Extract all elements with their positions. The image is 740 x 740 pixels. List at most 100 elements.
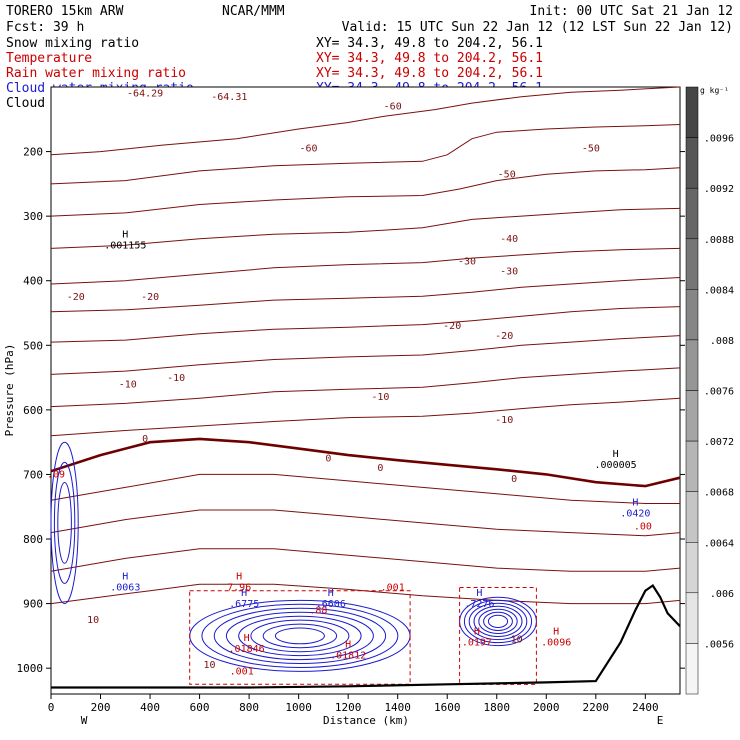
plot-area: -64.31 -64.29 -60 -60 -50 -50 -40 -30 -30 -20 -20 -… xyxy=(47,86,681,695)
contour-label: -40 xyxy=(500,234,518,245)
colorbar-label: .008 xyxy=(710,336,734,347)
y-tick-label: 1000 xyxy=(17,662,44,675)
colorbar-swatch xyxy=(685,542,699,594)
contour-label: .88 xyxy=(309,605,327,616)
temperature-contour xyxy=(50,509,681,537)
contour-label: .09 xyxy=(47,470,65,481)
colorbar-swatch xyxy=(685,86,699,138)
contour-label: -20 xyxy=(67,292,85,303)
valid-time: Valid: 15 UTC Sun 22 Jan 12 (12 LST Sun … xyxy=(342,20,733,35)
rain-contour xyxy=(189,590,411,685)
cloud-water-contour xyxy=(225,611,374,661)
extremum-value: .0420 xyxy=(620,508,650,519)
contour-label: 0 xyxy=(325,454,331,465)
cloud-water-contour xyxy=(53,461,76,584)
temperature-contour xyxy=(50,548,681,572)
extremum-value: .6606 xyxy=(316,599,346,610)
cloud-water-contours xyxy=(50,441,537,672)
y-tick-label: 200 xyxy=(23,146,43,159)
temperature-contour xyxy=(50,124,681,185)
colorbar-label: .0088 xyxy=(704,235,734,246)
x-tick-label: 1200 xyxy=(335,701,362,714)
x-tick-label: 1400 xyxy=(384,701,411,714)
contour-label: -60 xyxy=(384,102,402,113)
contour-label: -60 xyxy=(299,144,317,155)
colorbar-swatch xyxy=(685,592,699,644)
temperature-contour xyxy=(50,86,681,156)
contour-label: 10 xyxy=(87,615,99,626)
east-label: E xyxy=(657,714,664,727)
temperature-contour xyxy=(50,583,681,605)
temperature-contour xyxy=(50,473,680,504)
cloud-water-contour xyxy=(201,603,399,669)
x-tick-label: 400 xyxy=(140,701,160,714)
contour-label: 0 xyxy=(142,434,148,445)
colorbar-swatch xyxy=(685,238,699,290)
cloud-water-contour xyxy=(250,619,350,653)
west-label: W xyxy=(81,714,88,727)
x-tick-label: 0 xyxy=(48,701,55,714)
colorbar-label: .0064 xyxy=(704,538,734,549)
temperature-contour xyxy=(50,247,681,285)
y-tick-label: 600 xyxy=(23,404,43,417)
extremum-value: .6775 xyxy=(229,599,259,610)
contour-label: -20 xyxy=(141,292,159,303)
extremum-value: .01846 xyxy=(229,644,265,655)
cloud-water-contour xyxy=(50,441,79,605)
plot-frame xyxy=(50,86,681,695)
contour-label: 0 xyxy=(377,463,383,474)
extremum-marker: H xyxy=(476,588,482,599)
field-name: Rain water mixing ratio xyxy=(6,66,186,81)
extremum-marker: H xyxy=(613,449,619,460)
contour-label: 10 xyxy=(203,660,215,671)
y-tick-label: 500 xyxy=(23,339,43,352)
contour-label: .00 xyxy=(634,521,652,532)
init-time: Init: 00 UTC Sat 21 Jan 12 xyxy=(530,4,734,19)
cloud-water-contour xyxy=(473,605,523,638)
contour-label: -50 xyxy=(498,169,516,180)
colorbar-swatch xyxy=(685,137,699,189)
terrain-profile xyxy=(51,583,681,689)
contour-label: -64.29 xyxy=(127,89,163,100)
contour-label: -10 xyxy=(119,379,137,390)
x-tick-label: 1600 xyxy=(434,701,461,714)
terrain-line xyxy=(51,583,681,689)
y-tick-label: 700 xyxy=(23,468,43,481)
extremum-value: .001155 xyxy=(104,240,146,251)
model-title: TORERO 15km ARW xyxy=(6,4,124,19)
y-tick-label: 300 xyxy=(23,210,43,223)
colorbar-label: .0072 xyxy=(704,437,734,448)
contour-label: .001 xyxy=(230,667,254,678)
extremum-value: .0197 xyxy=(462,638,492,649)
extremum-marker: H xyxy=(328,588,334,599)
extremum-value: .0063 xyxy=(110,583,140,594)
x-tick-label: 800 xyxy=(239,701,259,714)
colorbar-label: .0068 xyxy=(704,488,734,499)
contour-label: -30 xyxy=(458,257,476,268)
cloud-water-contour xyxy=(57,482,72,564)
colorbar-label: .0084 xyxy=(704,285,734,296)
extremum-marker: H xyxy=(236,572,242,583)
temperature-contour xyxy=(50,167,681,217)
cloud-water-contour xyxy=(478,608,518,635)
contour-labels: -64.31 -64.29 -60 -60 -50 -50 -40 -30 -30 -20 -20 -… xyxy=(47,89,652,678)
extremum-marker: H xyxy=(345,640,351,651)
x-tick-label: 2200 xyxy=(583,701,610,714)
cloud-water-contour xyxy=(238,615,362,657)
x-tick-label: 2400 xyxy=(632,701,659,714)
colorbar-label: .0092 xyxy=(704,184,734,195)
colorbar-swatch xyxy=(685,339,699,391)
x-axis-label: Distance (km) xyxy=(323,714,409,727)
colorbar-swatch xyxy=(685,491,699,543)
temperature-contour xyxy=(50,207,681,249)
extremum-marker: H xyxy=(122,229,128,240)
colorbar-swatch xyxy=(685,643,699,695)
field-name: Snow mixing ratio xyxy=(6,36,139,51)
cloud-water-contour xyxy=(262,623,338,649)
extremum-marker: H xyxy=(632,497,638,508)
extremum-value: .000005 xyxy=(595,460,637,471)
cloud-water-contour xyxy=(274,627,325,645)
contour-label: -10 xyxy=(495,415,513,426)
field-xy: XY= 34.3, 49.8 to 204.2, 56.1 xyxy=(316,66,543,81)
